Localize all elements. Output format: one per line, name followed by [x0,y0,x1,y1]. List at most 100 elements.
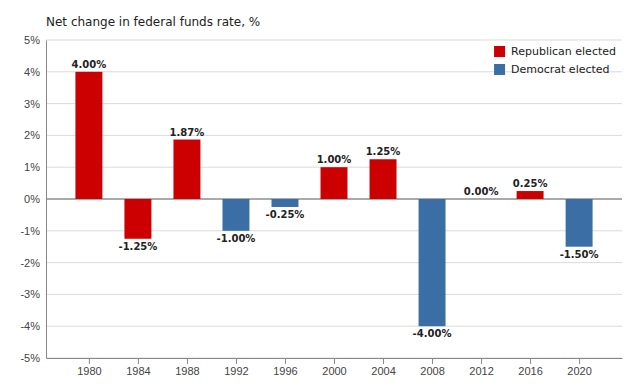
data-label: -1.25% [118,241,157,252]
grid-line [46,40,622,41]
legend-swatch [494,64,505,75]
bar-series [222,199,592,326]
y-axis-line [46,41,47,359]
x-tick-label: 2012 [469,365,493,377]
y-tick: 0% [24,193,46,205]
legend-item: Democrat elected [494,63,610,76]
x-tick-mark [579,358,580,364]
x-tick-label: 1980 [77,365,101,377]
y-axis-title: Net change in federal funds rate, % [46,15,260,29]
bar [271,199,298,207]
y-tick: -1% [20,225,46,237]
y-tick-label: -5% [20,352,40,364]
y-tick: -2% [20,257,46,269]
grid-line [46,135,622,136]
y-tick: -4% [20,320,46,332]
y-tick-label: 0% [24,193,40,205]
data-label: 1.25% [366,146,401,157]
x-tick: 1996 [273,358,297,377]
data-label: -4.00% [413,328,452,339]
chart: -5%-4%-3%-2%-1%0%1%2%3%4%5%1980198419881… [0,0,640,388]
y-tick-label: -3% [20,288,40,300]
bar [173,140,200,199]
bar [566,199,593,247]
y-tick-label: 5% [24,34,40,46]
grid-line [46,103,622,104]
data-label: 0.25% [513,178,548,189]
bar [370,159,397,199]
bar [222,199,249,231]
x-tick-mark [187,358,188,364]
x-tick-label: 2000 [322,365,346,377]
legend-swatch [494,46,505,57]
x-tick: 2000 [322,358,346,377]
x-tick-label: 2016 [518,365,542,377]
x-tick: 2020 [567,358,591,377]
y-axis: -5% -4% -3% -2% -1% 0% 1% 2% 3% 4% 5% [20,34,46,364]
x-tick-mark [481,358,482,364]
x-tick-mark [383,358,384,364]
x-tick-label: 1984 [126,365,150,377]
grid [46,40,622,358]
y-tick-label: -2% [20,257,40,269]
x-tick: 1992 [224,358,248,377]
y-tick: -5% [20,352,46,364]
bar [75,72,102,199]
x-tick-mark [334,358,335,364]
bar [124,199,151,239]
bar [321,167,348,199]
x-tick-mark [432,358,433,364]
y-tick: -3% [20,288,46,300]
y-tick: 1% [24,161,46,173]
x-tick-label: 2020 [567,365,591,377]
x-tick: 1988 [175,358,199,377]
legend-item: Republican elected [494,45,616,58]
grid-line [46,262,622,263]
x-tick: 2012 [469,358,493,377]
x-tick-mark [138,358,139,364]
y-tick-label: -4% [20,320,40,332]
data-label: 4.00% [72,59,107,70]
bar [468,199,495,200]
y-tick: 3% [24,98,46,110]
x-tick-mark [285,358,286,364]
x-tick-label: 1996 [273,365,297,377]
bar [517,191,544,199]
x-tick: 2008 [420,358,444,377]
data-label: -1.00% [217,233,256,244]
bar [419,199,446,326]
y-tick: 4% [24,66,46,78]
y-tick: 2% [24,129,46,141]
x-tick-label: 1988 [175,365,199,377]
data-label: 1.87% [170,127,205,138]
grid-line [46,326,622,327]
y-tick-label: 1% [24,161,40,173]
y-tick: 5% [24,34,46,46]
bars [75,72,592,326]
x-tick-label: 2004 [371,365,395,377]
x-tick-label: 1992 [224,365,248,377]
y-tick-label: 3% [24,98,40,110]
plot: -5%-4%-3%-2%-1%0%1%2%3%4%5%1980198419881… [20,34,622,377]
x-tick: 2016 [518,358,542,377]
x-axis: 1980 1984 1988 1992 1996 2000 2004 2008 2012 2016… [47,358,623,377]
data-label: 1.00% [317,154,352,165]
data-label: -0.25% [266,209,305,220]
x-tick-mark [89,358,90,364]
x-tick-mark [236,358,237,364]
data-label: -1.50% [560,249,599,260]
x-tick-mark [530,358,531,364]
y-tick-label: -1% [20,225,40,237]
x-tick: 1984 [126,358,150,377]
x-tick: 2004 [371,358,395,377]
data-labels: 4.00% -1.25% 1.87% 1.00% 1.25% 0.25% -1.00% -0.… [72,59,599,340]
x-tick: 1980 [77,358,101,377]
y-tick-label: 4% [24,66,40,78]
legend-label: Republican elected [511,45,616,58]
grid-line [46,294,622,295]
legend-label: Democrat elected [511,63,610,76]
x-tick-label: 2008 [420,365,444,377]
data-label: 0.00% [464,186,499,197]
legend: Republican elected Democrat elected [494,45,616,76]
bar-series [75,72,543,239]
